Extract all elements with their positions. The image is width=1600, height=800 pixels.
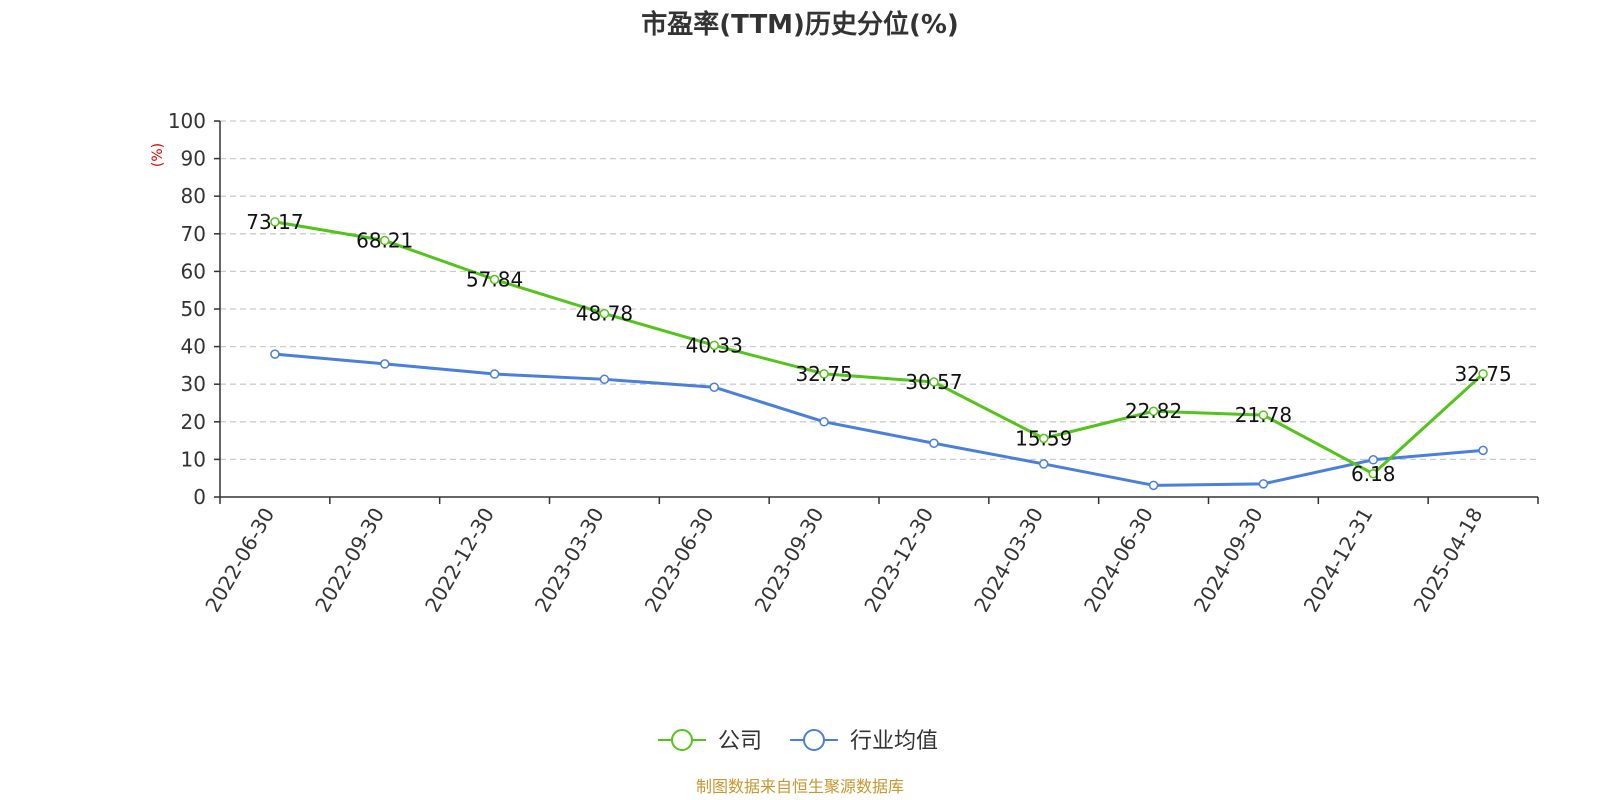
data-point-company[interactable]	[1478, 369, 1488, 379]
data-point-company[interactable]	[1368, 469, 1378, 479]
data-label-company: 48.78	[576, 302, 633, 326]
chart-title: 市盈率(TTM)历史分位(%)	[641, 9, 959, 40]
x-tick-label: 2024-06-30	[1079, 504, 1158, 617]
y-tick-label: 10	[181, 447, 206, 471]
y-tick-label: 80	[181, 184, 206, 208]
data-point-industry[interactable]	[1368, 455, 1378, 465]
data-label-company: 68.21	[356, 229, 413, 253]
x-tick-label: 2023-09-30	[750, 504, 829, 617]
x-tick-label: 2024-09-30	[1189, 504, 1268, 617]
source-note: 制图数据来自恒生聚源数据库	[696, 777, 904, 796]
series-industry	[270, 349, 1488, 491]
y-tick-label: 100	[168, 109, 206, 133]
data-point-industry[interactable]	[1039, 459, 1049, 469]
x-tick-label: 2022-09-30	[310, 504, 389, 617]
x-axis: 2022-06-30 2022-09-30 2022-12-30 2023-03-30…	[200, 496, 1539, 617]
data-label-company: 30.57	[905, 370, 962, 394]
data-label-company: 21.78	[1235, 403, 1292, 427]
series-company: 73.17 68.21 57.84 48.78 40.33 32.75 30.57 15.59…	[246, 210, 1511, 486]
data-point-company[interactable]	[270, 217, 280, 227]
data-point-industry[interactable]	[819, 417, 829, 427]
y-tick-label: 60	[181, 259, 206, 283]
y-tick-label: 20	[181, 410, 206, 434]
data-label-company: 15.59	[1015, 426, 1072, 450]
x-tick-label: 2022-12-30	[420, 504, 499, 617]
legend-marker-industry	[803, 729, 825, 751]
grid-lines	[220, 120, 1538, 461]
data-point-industry[interactable]	[709, 382, 719, 392]
data-point-company[interactable]	[1148, 406, 1159, 416]
series-line-industry	[274, 352, 1484, 487]
x-tick-label: 2023-03-30	[530, 504, 609, 617]
data-label-company: 6.18	[1351, 462, 1396, 486]
y-tick-label: 70	[181, 222, 206, 246]
data-label-company: 32.75	[1454, 362, 1511, 386]
series-line-company	[274, 220, 1485, 476]
data-label-company: 57.84	[466, 268, 523, 292]
x-tick-label: 2022-06-30	[200, 504, 279, 617]
y-axis: 0 10 20 30 40 50 60 70 80 90 100	[168, 109, 221, 509]
y-tick-label: 0	[193, 485, 206, 509]
x-tick-label: 2023-06-30	[640, 504, 719, 617]
data-label-company: 32.75	[795, 362, 852, 386]
y-tick-label: 40	[181, 335, 206, 359]
data-point-company[interactable]	[819, 369, 829, 379]
legend-item-company[interactable]: 公司	[658, 729, 762, 754]
legend-label-company: 公司	[718, 729, 762, 754]
legend: 公司 行业均值	[658, 729, 938, 754]
series-group: 73.17 68.21 57.84 48.78 40.33 32.75 30.57 15.59…	[246, 210, 1512, 491]
data-label-company: 22.82	[1125, 399, 1182, 423]
data-point-industry[interactable]	[489, 369, 500, 379]
legend-item-industry[interactable]: 行业均值	[790, 729, 938, 754]
x-tick-label: 2024-03-30	[969, 504, 1048, 617]
y-tick-label: 90	[181, 147, 206, 171]
data-label-company: 73.17	[246, 210, 303, 234]
y-tick-label: 50	[181, 297, 206, 321]
data-point-industry[interactable]	[270, 349, 280, 359]
data-point-industry[interactable]	[1478, 445, 1488, 456]
data-point-industry[interactable]	[929, 438, 939, 448]
x-tick-label: 2024-12-31	[1299, 504, 1378, 617]
data-label-company: 40.33	[686, 333, 743, 357]
data-point-industry[interactable]	[1148, 480, 1159, 491]
data-point-company[interactable]	[709, 340, 719, 351]
x-tick-label: 2023-12-30	[859, 504, 938, 617]
y-tick-label: 30	[181, 372, 206, 396]
data-point-industry[interactable]	[1258, 479, 1269, 489]
data-point-company[interactable]	[599, 308, 610, 319]
legend-marker-company	[671, 729, 693, 751]
data-point-company[interactable]	[489, 274, 500, 285]
data-point-industry[interactable]	[380, 359, 390, 369]
y-axis-unit: (%)	[150, 143, 166, 167]
data-point-company[interactable]	[1039, 433, 1049, 444]
data-point-industry[interactable]	[599, 374, 610, 385]
data-point-company[interactable]	[380, 235, 390, 246]
data-point-company[interactable]	[1258, 410, 1269, 420]
x-tick-label: 2025-04-18	[1409, 504, 1488, 617]
legend-label-industry: 行业均值	[850, 729, 938, 754]
data-point-company[interactable]	[929, 377, 939, 387]
